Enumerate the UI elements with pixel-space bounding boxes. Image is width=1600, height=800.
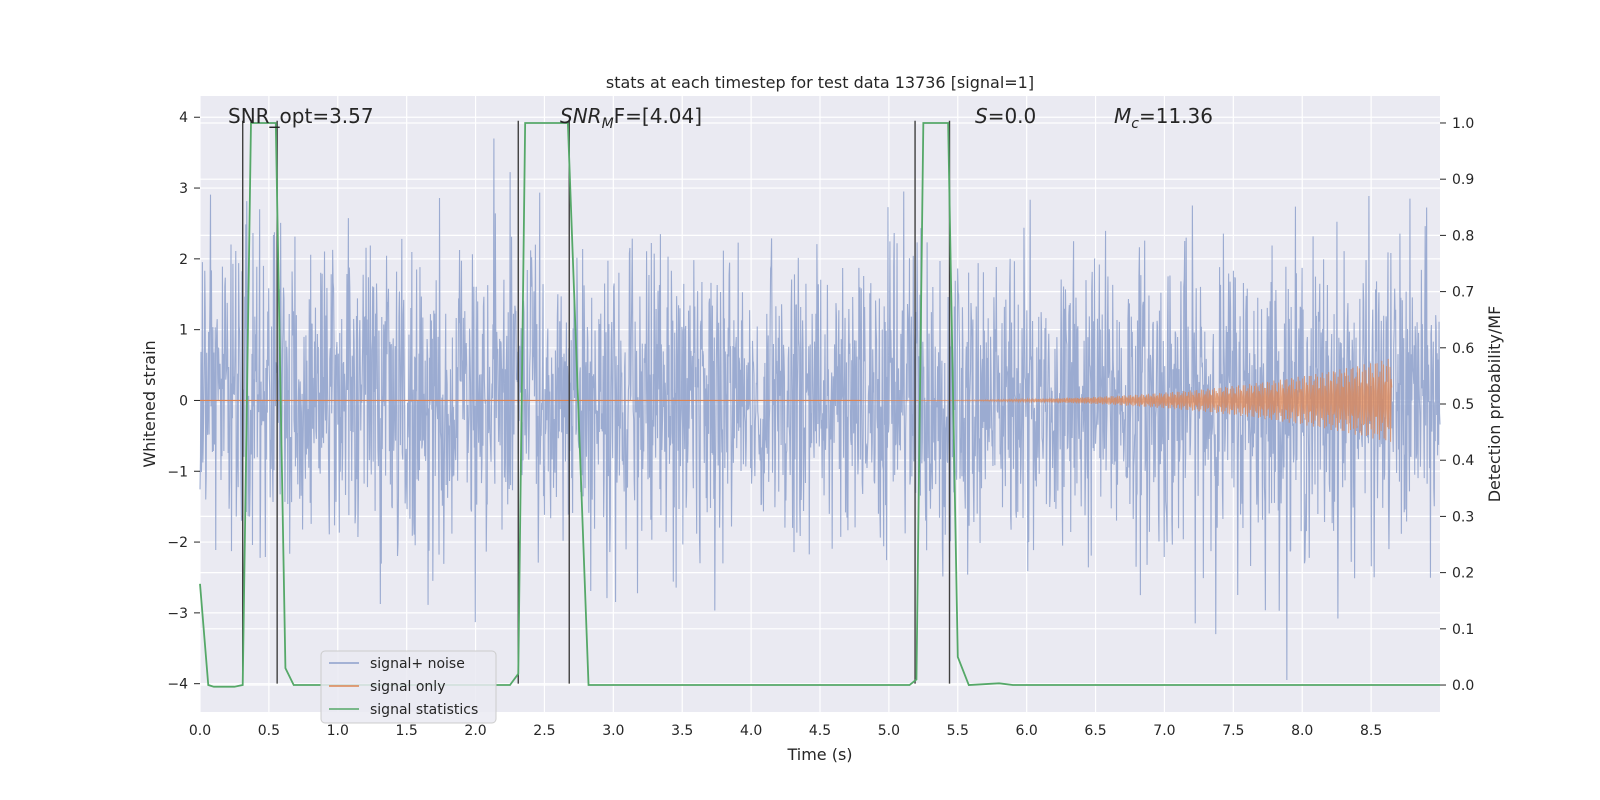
y-tick-label: −3 — [167, 606, 188, 622]
legend-box — [320, 650, 497, 724]
x-tick-label: 5.5 — [947, 723, 969, 739]
x-tick-label: 4.0 — [740, 723, 762, 739]
x-tick-label: 8.5 — [1360, 723, 1382, 739]
x-tick-label: 3.0 — [602, 723, 624, 739]
series-signal-statistics — [199, 122, 1440, 688]
x-tick-label: 0.0 — [189, 723, 211, 739]
y2-tick-label: 0.9 — [1452, 172, 1474, 188]
statistics-line — [199, 122, 1440, 688]
x-axis-ticks: 0.0 0.5 1.0 1.5 2.0 2.5 3.0 3.5 4.0 4.5 5.0 5.5 6.0 6… — [189, 723, 1382, 739]
y-tick-label: 0 — [179, 393, 188, 409]
y2-tick-label: 0.5 — [1452, 397, 1474, 413]
y-tick-label: 2 — [179, 252, 188, 268]
y-tick-label: 4 — [179, 110, 188, 126]
x-axis-label: Time (s) — [786, 745, 852, 764]
annotation-snr-opt: SNR_opt=3.57 — [228, 104, 374, 128]
y2-axis-label: Detection probability/MF — [1485, 306, 1504, 503]
legend-label-signal-only: signal only — [370, 679, 445, 695]
series-signal-noise — [199, 138, 1441, 680]
y-tick-label: 3 — [179, 181, 188, 197]
x-tick-label: 4.5 — [809, 723, 831, 739]
x-tick-label: 1.5 — [396, 723, 418, 739]
y2-tick-label: 1.0 — [1452, 116, 1474, 132]
chart-title: stats at each timestep for test data 137… — [606, 73, 1034, 92]
x-tick-label: 7.5 — [1222, 723, 1244, 739]
x-tick-label: 3.5 — [671, 723, 693, 739]
x-tick-label: 7.0 — [1153, 723, 1175, 739]
y-axis-label: Whitened strain — [140, 340, 159, 467]
y-axis-ticks: −4 −3 −2 −1 0 1 2 3 4 — [167, 110, 200, 693]
noise-trace — [199, 138, 1441, 680]
y-tick-label: −2 — [167, 535, 188, 551]
y-tick-label: −4 — [167, 677, 188, 693]
legend-label-signal-noise: signal+ noise — [370, 656, 465, 672]
annotation-mc: Mc=11.36 — [1114, 104, 1213, 132]
y-tick-label: −1 — [167, 464, 188, 480]
y2-tick-label: 0.1 — [1452, 622, 1474, 638]
x-tick-label: 6.5 — [1084, 723, 1106, 739]
y2-axis-ticks: 0.0 0.1 0.2 0.3 0.4 0.5 0.6 0.7 0.8 0.9 1.0 — [1440, 116, 1474, 694]
y2-tick-label: 0.2 — [1452, 566, 1474, 582]
y2-tick-label: 0.6 — [1452, 341, 1474, 357]
x-tick-label: 1.0 — [327, 723, 349, 739]
legend: signal+ noise signal only signal statist… — [320, 650, 497, 724]
y2-tick-label: 0.8 — [1452, 228, 1474, 244]
x-tick-label: 5.0 — [878, 723, 900, 739]
x-tick-label: 2.5 — [533, 723, 555, 739]
x-tick-label: 6.0 — [1016, 723, 1038, 739]
y-tick-label: 1 — [179, 323, 188, 339]
legend-label-signal-statistics: signal statistics — [370, 702, 478, 718]
x-tick-label: 8.0 — [1291, 723, 1313, 739]
y2-tick-label: 0.7 — [1452, 285, 1474, 301]
x-tick-label: 2.0 — [464, 723, 486, 739]
y2-tick-label: 0.3 — [1452, 509, 1474, 525]
x-tick-label: 0.5 — [258, 723, 280, 739]
y2-tick-label: 0.4 — [1452, 453, 1474, 469]
annotation-s: S=0.0 — [975, 104, 1036, 128]
y2-tick-label: 0.0 — [1452, 678, 1474, 694]
annotation-snr-mf: SNRMF=[4.04] — [560, 104, 702, 132]
